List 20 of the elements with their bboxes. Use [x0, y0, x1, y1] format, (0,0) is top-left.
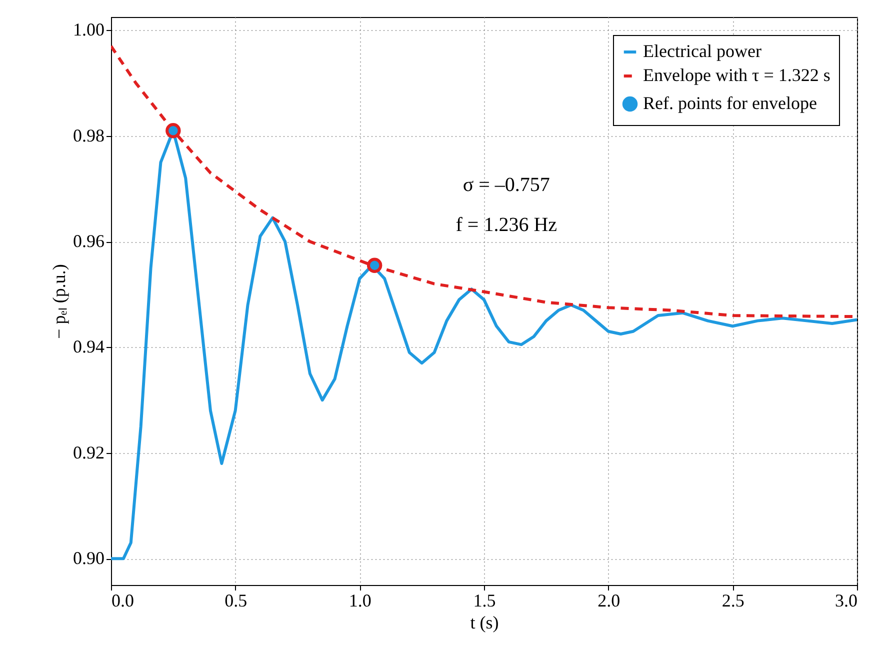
- y-tick-label: 0.92: [73, 442, 104, 462]
- x-tick-label: 3.0: [835, 590, 858, 610]
- y-axis-title: − pₑₗ (p.u.): [49, 264, 69, 339]
- y-tick-label: 1.00: [73, 20, 104, 40]
- x-axis-title: t (s): [470, 612, 499, 632]
- x-tick-label: 2.5: [722, 590, 744, 610]
- y-tick-label: 0.96: [73, 231, 104, 252]
- x-tick-label: 0.5: [224, 590, 248, 610]
- annotation: f = 1.236 Hz: [456, 214, 558, 236]
- y-tick-label: 0.94: [73, 336, 104, 357]
- y-tick-label: 0.98: [73, 125, 104, 146]
- annotation: σ = –0.757: [462, 174, 550, 196]
- legend-label: Electrical power: [643, 41, 762, 61]
- x-tick-label: 2.0: [598, 590, 620, 610]
- legend-label: Envelope with τ = 1.322 s: [643, 65, 830, 85]
- x-tick-label: 1.5: [473, 590, 496, 610]
- x-tick-label: 1.0: [348, 590, 372, 610]
- legend-label: Ref. points for envelope: [643, 93, 817, 113]
- y-tick-label: 0.90: [73, 548, 104, 568]
- x-tick-label: 0.0: [112, 590, 134, 610]
